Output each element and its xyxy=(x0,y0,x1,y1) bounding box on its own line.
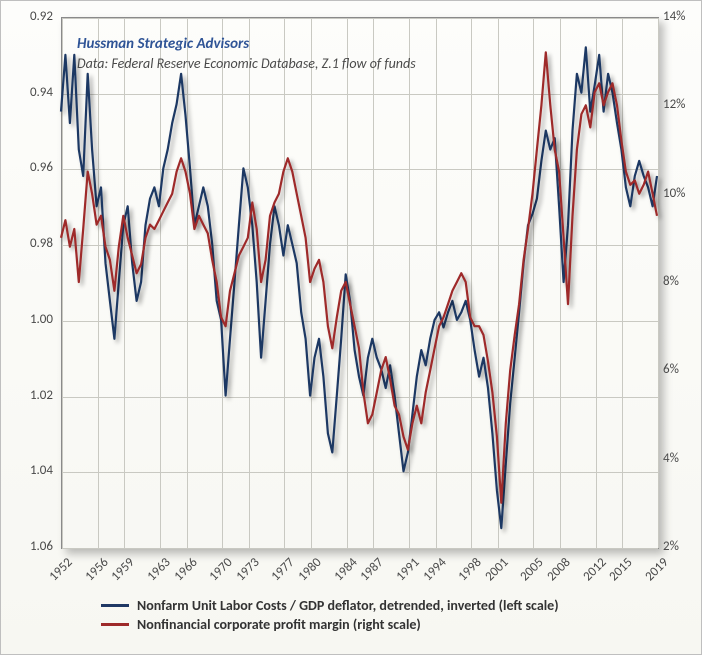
y-left-tick-label: 0.98 xyxy=(1,236,53,251)
y-right-tick-label: 2% xyxy=(663,539,679,554)
chart-source-subtitle: Data: Federal Reserve Economic Database,… xyxy=(77,55,416,72)
legend-row-series2: Nonfinancial corporate profit margin (ri… xyxy=(101,616,559,633)
y-left-tick-label: 1.00 xyxy=(1,312,53,327)
y-left-tick-label: 1.06 xyxy=(1,539,53,554)
legend-label-series1: Nonfarm Unit Labor Costs / GDP deflator,… xyxy=(137,597,559,614)
y-left-tick-label: 0.96 xyxy=(1,160,53,175)
chart-container: Hussman Strategic Advisors Data: Federal… xyxy=(0,0,702,655)
y-left-tick-label: 0.92 xyxy=(1,9,53,24)
y-right-tick-label: 8% xyxy=(663,274,679,289)
legend-swatch-series2 xyxy=(101,623,129,626)
y-right-tick-label: 10% xyxy=(663,186,685,201)
y-right-tick-label: 6% xyxy=(663,362,679,377)
y-right-tick-label: 12% xyxy=(663,97,685,112)
legend: Nonfarm Unit Labor Costs / GDP deflator,… xyxy=(101,595,559,635)
y-right-tick-label: 4% xyxy=(663,451,679,466)
y-left-tick-label: 1.02 xyxy=(1,388,53,403)
chart-source-title: Hussman Strategic Advisors xyxy=(77,35,249,53)
legend-row-series1: Nonfarm Unit Labor Costs / GDP deflator,… xyxy=(101,597,559,614)
y-left-tick-label: 1.04 xyxy=(1,463,53,478)
series-line-profit_margin xyxy=(61,52,657,503)
y-left-tick-label: 0.94 xyxy=(1,85,53,100)
y-right-tick-label: 14% xyxy=(663,9,685,24)
legend-swatch-series1 xyxy=(101,604,129,607)
legend-label-series2: Nonfinancial corporate profit margin (ri… xyxy=(137,616,421,633)
